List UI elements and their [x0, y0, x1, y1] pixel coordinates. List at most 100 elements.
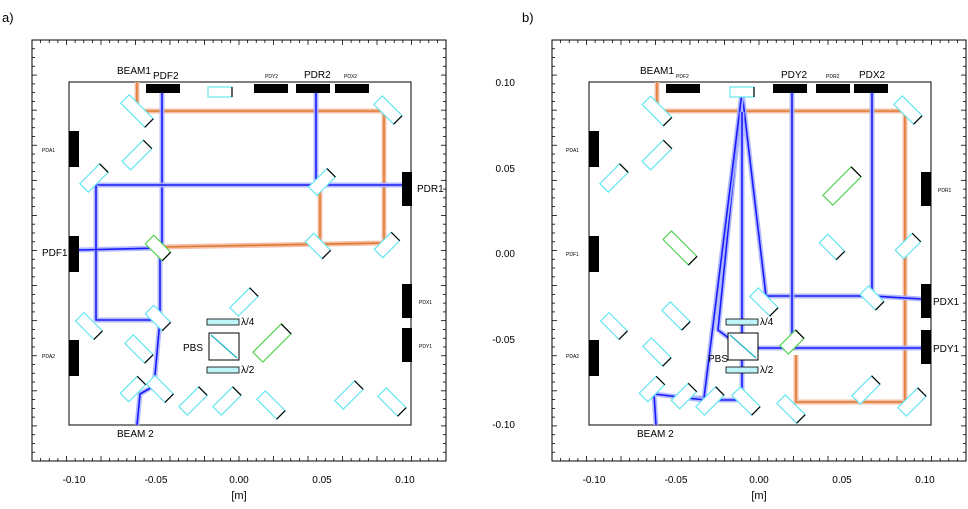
- detector-pdf2: [666, 84, 700, 93]
- panel-a-label-beam2: BEAM 2: [117, 429, 154, 440]
- panel-b-x-title: [m]: [751, 490, 766, 502]
- panel-a-orange-beams: [134, 82, 387, 250]
- detector-pdy2: [773, 84, 807, 93]
- optic-mirror: [729, 86, 755, 98]
- panel-b-xtick: -0.10: [583, 475, 606, 486]
- orange-beam-path-glow: [134, 82, 387, 250]
- panel-a-label-pdr2: PDR2: [304, 70, 331, 81]
- panel-b: b) BEAM1 PDF2 PDY2 PDR2 PDX2 PDA1 PDF1 P…: [492, 10, 967, 502]
- optic-mirror-edge: [619, 163, 629, 173]
- panel-b-label-qwp: λ/4: [760, 317, 774, 328]
- blue-beam-path-glow: [651, 112, 745, 426]
- panel-b-ticks: [551, 39, 967, 462]
- panel-b-letter: b): [522, 10, 534, 25]
- orange-beam-path-glow: [654, 82, 908, 405]
- detector-pdr1: [921, 172, 931, 206]
- blue-beam-path-glow: [134, 319, 163, 426]
- panel-a-label-pdx1: PDX1: [419, 300, 432, 306]
- detector-pda1: [69, 131, 79, 167]
- panel-b-hwp: [725, 366, 759, 374]
- panel-b-xtick: 0.00: [749, 475, 769, 486]
- panel-b-label-pdy2: PDY2: [781, 70, 808, 81]
- optic-mirror-edge: [662, 116, 673, 127]
- optic-mirror-edge: [142, 139, 153, 150]
- optic-mirror-edge: [136, 375, 147, 386]
- panel-b-label-beam2: BEAM 2: [637, 429, 674, 440]
- detector-pdx1: [402, 284, 412, 318]
- panel-b-label-pdx2: PDX2: [859, 70, 886, 81]
- optic-mirror-edge: [161, 321, 172, 332]
- panel-a-pbs-diagonal: [210, 334, 238, 359]
- panel-b-xtick: 0.10: [915, 475, 935, 486]
- panel-b-label-pda1: PDA1: [566, 148, 579, 154]
- optic-mirror-edge: [326, 168, 336, 178]
- blue-beam-path-glow: [77, 185, 163, 323]
- blue-beam-path: [136, 319, 161, 426]
- panel-a-xtick: -0.10: [63, 475, 86, 486]
- optic-mirror: [144, 234, 172, 262]
- panel-a-label-pda1: PDA1: [42, 148, 55, 154]
- panel-a-label-pda2: PDA2: [42, 354, 55, 360]
- panel-a-xtick: 0.10: [395, 475, 415, 486]
- optic-mirror-edge: [397, 407, 407, 417]
- detector-pdx1: [921, 284, 931, 318]
- panel-a-label-pdf1: PDF1: [42, 248, 68, 259]
- panel-b-pbs-assembly: [725, 318, 759, 374]
- panel-a-label-pdy1: PDY1: [419, 344, 432, 350]
- panel-a-letter: a): [2, 10, 14, 25]
- panel-a-ticks: [31, 39, 447, 462]
- panel-a-optics: [74, 86, 407, 420]
- optic-mirror-edge: [835, 250, 846, 261]
- optic-mirror-edge: [276, 410, 286, 420]
- panel-b-label-beam1: BEAM1: [640, 66, 674, 77]
- optic-mirror-edge: [917, 387, 927, 397]
- optic-mirror-edge: [913, 115, 923, 125]
- optic-mirror-edge: [655, 375, 666, 386]
- optic-mirror-edge: [164, 393, 174, 403]
- panel-a-xtick: -0.05: [145, 475, 168, 486]
- panel-a-breadboard: [68, 81, 412, 426]
- optic-mirror-edge: [687, 382, 698, 393]
- panel-b-label-hwp: λ/2: [760, 365, 774, 376]
- optic-mirror-edge: [662, 139, 673, 150]
- optic-mirror-edge: [875, 301, 885, 311]
- panel-a-label-pbs: PBS: [183, 343, 203, 354]
- panel-b-label-pdf2: PDF2: [676, 74, 689, 80]
- optic-mirror-edge: [871, 375, 881, 385]
- optic-mirror-edge: [393, 115, 403, 125]
- panel-b-label-pbs: PBS: [708, 354, 728, 365]
- detector-pdr1: [402, 172, 412, 206]
- optic-mirror-edge: [161, 251, 172, 262]
- optic-mirror-edge: [715, 386, 725, 396]
- panel-b-optics: [599, 86, 927, 424]
- detector-pda2: [69, 340, 79, 376]
- optic-mirror-edge: [769, 307, 779, 317]
- panel-b-label-pdf1: PDF1: [566, 252, 579, 258]
- panel-b-label-pda2: PDA2: [566, 354, 579, 360]
- detector-pdr2: [816, 84, 850, 93]
- detector-pda2: [589, 340, 599, 376]
- panel-b-label-pdy1: PDY1: [933, 344, 960, 355]
- optic-mirror-edge: [662, 357, 672, 367]
- optic-mirror-edge: [144, 354, 154, 364]
- optic-mirror-edge: [850, 166, 862, 178]
- detector-pdf1: [589, 236, 599, 272]
- optic-mirror: [207, 86, 233, 98]
- panel-a-label-pdf2: PDF2: [153, 71, 179, 82]
- optic-mirror-edge: [232, 386, 242, 396]
- panel-b-ytick: 0.05: [496, 164, 516, 175]
- panel-b-ytick: -0.05: [492, 335, 515, 346]
- optic-mirror-edge: [911, 232, 922, 243]
- optic-mirror-edge: [751, 406, 761, 416]
- panel-a-xtick: 0.05: [312, 475, 332, 486]
- detector-pdy1: [921, 330, 931, 364]
- panel-a-label-qwp: λ/4: [241, 317, 255, 328]
- blue-beam-path: [77, 185, 161, 321]
- detector-pdf2: [146, 84, 180, 93]
- optic-mirror-edge: [321, 249, 332, 260]
- panel-b-orange-beams: [654, 82, 908, 405]
- optic-mirror-edge: [618, 330, 628, 340]
- optic-mirror: [859, 285, 885, 311]
- detector-pdf1: [69, 236, 79, 272]
- panel-a-label-pdx2: PDX2: [344, 74, 357, 80]
